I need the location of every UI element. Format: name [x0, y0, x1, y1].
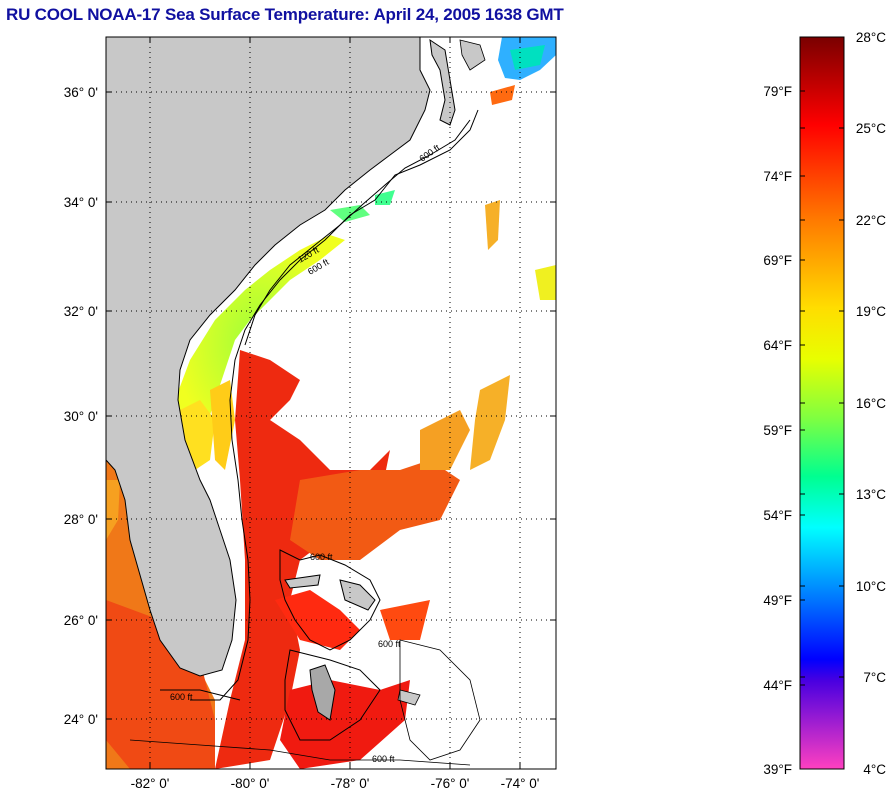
lon-tick-label: -76° 0': [431, 776, 470, 791]
colorbar-f-label: 44°F: [763, 678, 792, 693]
lat-tick-label: 26° 0': [64, 613, 98, 628]
land-mainland: [106, 37, 431, 677]
warm-patch-mid: [420, 410, 470, 470]
colorbar-c-label: 7°C: [863, 670, 886, 685]
contour-label: 600 ft: [170, 692, 193, 702]
bahamas-islands: [309, 664, 336, 721]
lat-tick-label: 24° 0': [64, 712, 98, 727]
lat-tick-label: 36° 0': [64, 85, 98, 100]
colorbar-f-label: 54°F: [763, 508, 792, 523]
page-title: RU COOL NOAA-17 Sea Surface Temperature:…: [6, 5, 564, 24]
lon-tick-label: -74° 0': [501, 776, 540, 791]
colorbar-f-label: 74°F: [763, 169, 792, 184]
contour-600ft: [190, 109, 479, 701]
gulf-stream-region: [215, 350, 390, 769]
colorbar-f-label: 64°F: [763, 338, 792, 353]
contour-label: 600 ft: [372, 754, 395, 764]
warm-patch-bahamas: [280, 680, 410, 769]
map-frame: [105, 36, 557, 770]
lat-tick-label: 30° 0': [64, 409, 98, 424]
colorbar: [799, 36, 845, 770]
warm-patch-far-east: [470, 375, 510, 470]
lon-tick-label: -78° 0': [331, 776, 370, 791]
colorbar-c-label: 28°C: [856, 30, 886, 45]
lat-tick-label: 34° 0': [64, 195, 98, 210]
colorbar-f-label: 59°F: [763, 423, 792, 438]
warm-patch-se: [380, 600, 430, 640]
map-grid: [106, 37, 556, 769]
colorbar-f-label: 79°F: [763, 84, 792, 99]
warm-patch-south: [275, 590, 360, 650]
lat-tick-label: 32° 0': [64, 304, 98, 319]
colorbar-f-label: 49°F: [763, 593, 792, 608]
lon-tick-label: -80° 0': [231, 776, 270, 791]
colorbar-f-label: 69°F: [763, 253, 792, 268]
colorbar-f-label: 39°F: [763, 762, 792, 777]
colorbar-c-label: 13°C: [856, 487, 886, 502]
colorbar-c-label: 22°C: [856, 213, 886, 228]
warm-patch-east: [290, 460, 460, 560]
colorbar-c-label: 4°C: [863, 762, 886, 777]
colorbar-c-label: 25°C: [856, 121, 886, 136]
colorbar-c-label: 16°C: [856, 396, 886, 411]
colorbar-c-label: 19°C: [856, 304, 886, 319]
map-area: 600 ft 120 ft 600 ft 600 ft 600 ft 600 f…: [106, 37, 556, 769]
lat-tick-label: 28° 0': [64, 512, 98, 527]
contour-label: 600 ft: [378, 639, 401, 649]
colorbar-c-label: 10°C: [856, 579, 886, 594]
contour-label: 600 ft: [310, 552, 333, 562]
lon-tick-label: -82° 0': [131, 776, 170, 791]
